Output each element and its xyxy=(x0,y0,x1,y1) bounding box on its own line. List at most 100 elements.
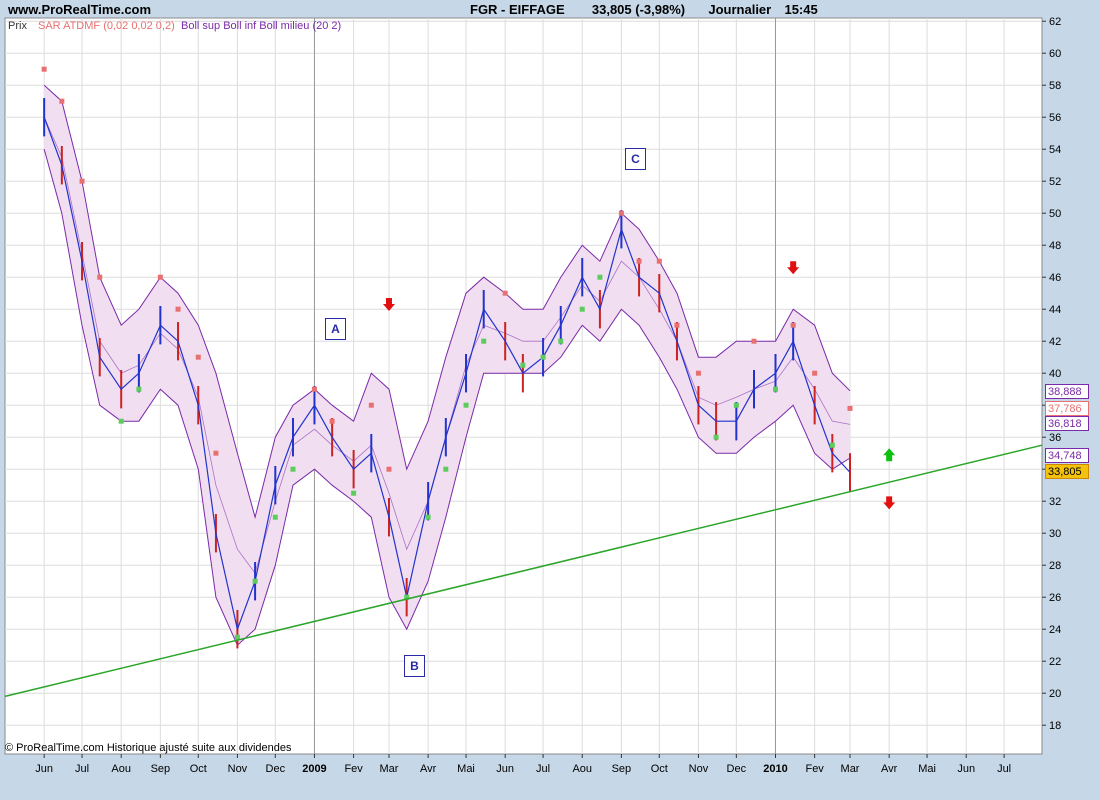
y-tick-label: 62 xyxy=(1049,16,1061,28)
x-tick-label: 2009 xyxy=(302,763,326,775)
tag-boll-sup: 38,888 xyxy=(1045,384,1089,399)
x-tick-label: Fev xyxy=(805,763,824,775)
x-tick-label: Jul xyxy=(997,763,1011,775)
y-tick-label: 50 xyxy=(1049,208,1061,220)
x-tick-label: Aou xyxy=(111,763,131,775)
sar-point xyxy=(290,466,296,472)
x-tick-label: Sep xyxy=(612,763,632,775)
sar-point xyxy=(368,402,374,408)
trendline xyxy=(4,444,1043,698)
sar-point xyxy=(790,322,796,328)
x-tick-label: Oct xyxy=(651,763,668,775)
y-tick-label: 20 xyxy=(1049,688,1061,700)
x-axis: Jun Jul Aou Sep Oct Nov Dec 2009 Fev Mar Avr Mai Jun… xyxy=(35,754,1011,775)
legend-sar: SAR ATDMF (0,02 0,02 0,2) xyxy=(38,20,175,32)
sar-point xyxy=(97,274,103,280)
x-tick-label: Avr xyxy=(420,763,437,775)
x-tick-label: Aou xyxy=(572,763,592,775)
x-tick-label: Jul xyxy=(536,763,550,775)
tag-last-price: 33,805 xyxy=(1045,464,1089,479)
sar-point xyxy=(386,466,392,472)
y-tick-label: 58 xyxy=(1049,80,1061,92)
y-tick-label: 30 xyxy=(1049,528,1061,540)
sar-point xyxy=(443,466,449,472)
sar-point xyxy=(118,418,124,424)
sar-point xyxy=(404,594,410,600)
sar-point xyxy=(351,490,357,496)
x-tick-label: Nov xyxy=(228,763,248,775)
bollinger-fill xyxy=(44,85,850,646)
sar-point xyxy=(656,258,662,264)
sar-point xyxy=(157,274,163,280)
sar-point xyxy=(425,514,431,520)
support-trendline xyxy=(4,444,1043,698)
x-tick-label: 2010 xyxy=(763,763,787,775)
x-tick-label: Mar xyxy=(841,763,860,775)
sar-point xyxy=(59,98,65,104)
down-arrow-icon xyxy=(382,298,395,311)
x-tick-label: Dec xyxy=(266,763,286,775)
sar-point xyxy=(195,354,201,360)
x-tick-label: Fev xyxy=(344,763,363,775)
sar-point xyxy=(597,274,603,280)
x-tick-label: Jul xyxy=(75,763,89,775)
sar-point xyxy=(540,354,546,360)
chart-title: FGR - EIFFAGE 33,805 (-3,98%) Journalier… xyxy=(470,2,818,17)
sar-point xyxy=(618,210,624,216)
tag-sar: 37,786 xyxy=(1045,401,1089,416)
sar-point xyxy=(481,338,487,344)
wave-label-b: B xyxy=(404,655,425,677)
sar-point xyxy=(674,322,680,328)
sar-point xyxy=(558,338,564,344)
last-quote: 33,805 (-3,98%) xyxy=(591,2,686,17)
sar-point xyxy=(136,386,142,392)
bollinger-lower-line xyxy=(43,149,851,647)
y-axis: 1820222426283032343638404244464850525456… xyxy=(1042,16,1061,732)
y-tick-label: 56 xyxy=(1049,112,1061,124)
sar-point xyxy=(41,66,47,72)
sar-point xyxy=(311,386,317,392)
sar-point xyxy=(520,362,526,368)
sar-point xyxy=(272,514,278,520)
sar-point xyxy=(329,418,335,424)
x-tick-label: Mar xyxy=(380,763,399,775)
x-tick-label: Avr xyxy=(881,763,898,775)
sar-point xyxy=(502,290,508,296)
down-arrow-icon xyxy=(883,496,896,510)
site-name[interactable]: www.ProRealTime.com xyxy=(8,2,152,17)
y-tick-label: 26 xyxy=(1049,592,1061,604)
sar-point xyxy=(847,405,853,411)
sar-point xyxy=(772,386,778,392)
sar-point xyxy=(463,402,469,408)
y-tick-label: 32 xyxy=(1049,496,1061,508)
price-series xyxy=(43,98,852,649)
x-tick-label: Jun xyxy=(35,763,53,775)
up-arrow-icon xyxy=(883,448,896,462)
tag-boll-inf: 34,748 xyxy=(1045,448,1089,463)
x-tick-label: Oct xyxy=(190,763,207,775)
bollinger-upper-line xyxy=(43,84,851,520)
legend-bollinger: Boll sup Boll inf Boll milieu (20 2) xyxy=(181,20,342,32)
time-label: 15:45 xyxy=(784,2,818,17)
legend-price: Prix xyxy=(8,20,27,32)
y-tick-label: 36 xyxy=(1049,432,1061,444)
sar-point xyxy=(751,338,757,344)
tag-boll-mid: 36,818 xyxy=(1045,416,1089,431)
y-tick-label: 44 xyxy=(1049,304,1061,316)
sar-point xyxy=(213,450,219,456)
wave-label-c: C xyxy=(625,148,646,170)
sar-point xyxy=(695,370,701,376)
y-tick-label: 18 xyxy=(1049,720,1061,732)
wave-label-a: A xyxy=(325,318,346,340)
y-tick-label: 60 xyxy=(1049,48,1061,60)
sar-point xyxy=(234,634,240,640)
x-tick-label: Sep xyxy=(151,763,171,775)
price-line xyxy=(43,116,851,632)
instrument-name: FGR - EIFFAGE xyxy=(470,2,565,17)
x-tick-label: Dec xyxy=(727,763,747,775)
copyright-footer: © ProRealTime.com Historique ajusté suit… xyxy=(5,742,292,754)
y-tick-label: 48 xyxy=(1049,240,1061,252)
x-tick-label: Mai xyxy=(457,763,475,775)
period-label: Journalier xyxy=(708,2,772,17)
